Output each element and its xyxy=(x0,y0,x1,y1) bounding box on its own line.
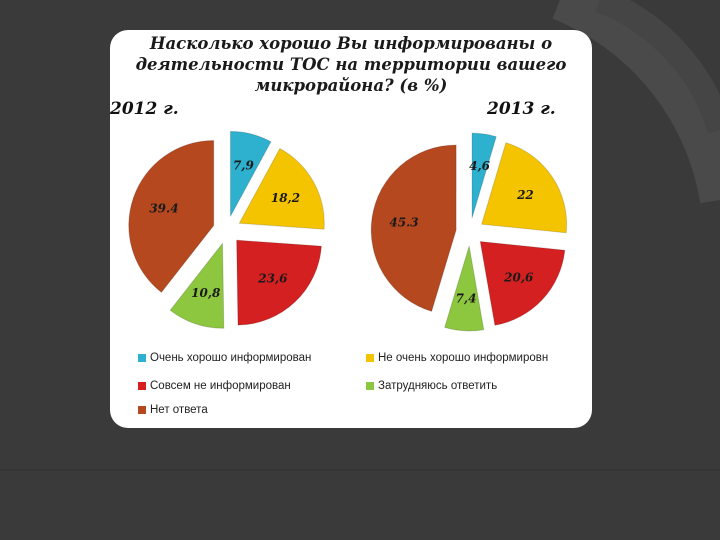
chart-title: Насколько хорошо Вы информированы о деят… xyxy=(135,34,567,95)
legend-item-not-very-well: Не очень хорошо информировн xyxy=(366,352,548,364)
legend-swatch xyxy=(138,354,146,362)
pie-slice-2012-very-well xyxy=(229,130,272,217)
pie-label-2013-hard-to-say: 7,4 xyxy=(456,292,477,306)
pie-label-2013-not-very-well: 22 xyxy=(516,188,534,202)
legend-label: Очень хорошо информирован xyxy=(150,352,312,364)
pie-slice-2013-no-answer xyxy=(370,144,457,312)
year-label-2012: 2012 г. xyxy=(110,99,179,119)
pie-label-2012-very-well: 7,9 xyxy=(233,158,255,172)
pie-label-2012-no-answer: 39.4 xyxy=(149,201,178,215)
pie-slice-2013-very-well xyxy=(471,132,497,219)
pie-slice-2013-hard-to-say xyxy=(444,245,485,332)
pie-slice-2012-not-informed xyxy=(236,239,322,326)
pie-label-2012-not-very-well: 18,2 xyxy=(271,191,300,205)
legend-swatch xyxy=(138,382,146,390)
legend-label: Совсем не информирован xyxy=(150,380,291,392)
year-label-2013: 2013 г. xyxy=(487,99,556,119)
legend-swatch xyxy=(366,354,374,362)
legend-label: Нет ответа xyxy=(150,404,208,416)
pie-slice-2012-not-very-well xyxy=(238,147,325,230)
legend-label: Не очень хорошо информировн xyxy=(378,352,549,364)
pie-label-2013-not-informed: 20,6 xyxy=(503,270,534,284)
legend-swatch xyxy=(366,382,374,390)
pie-slice-2013-not-informed xyxy=(479,240,566,326)
legend-item-hard-to-say: Затрудняюсь ответить xyxy=(366,380,497,392)
pie-label-2012-not-informed: 23,6 xyxy=(257,271,288,285)
legend-swatch xyxy=(138,406,146,414)
legend-label: Затрудняюсь ответить xyxy=(378,380,498,392)
pie-slice-2012-hard-to-say xyxy=(169,241,225,329)
legend-item-no-answer: Нет ответа xyxy=(138,404,208,416)
pie-label-2012-hard-to-say: 10,8 xyxy=(191,286,221,300)
pie-label-2013-very-well: 4,6 xyxy=(469,159,491,173)
legend-item-not-informed: Совсем не информирован xyxy=(138,380,291,392)
pie-slice-2012-no-answer xyxy=(128,139,215,294)
pie-label-2013-no-answer: 45.3 xyxy=(389,215,418,229)
legend-item-very-well: Очень хорошо информирован xyxy=(138,352,311,364)
pie-slice-2013-not-very-well xyxy=(480,142,568,234)
